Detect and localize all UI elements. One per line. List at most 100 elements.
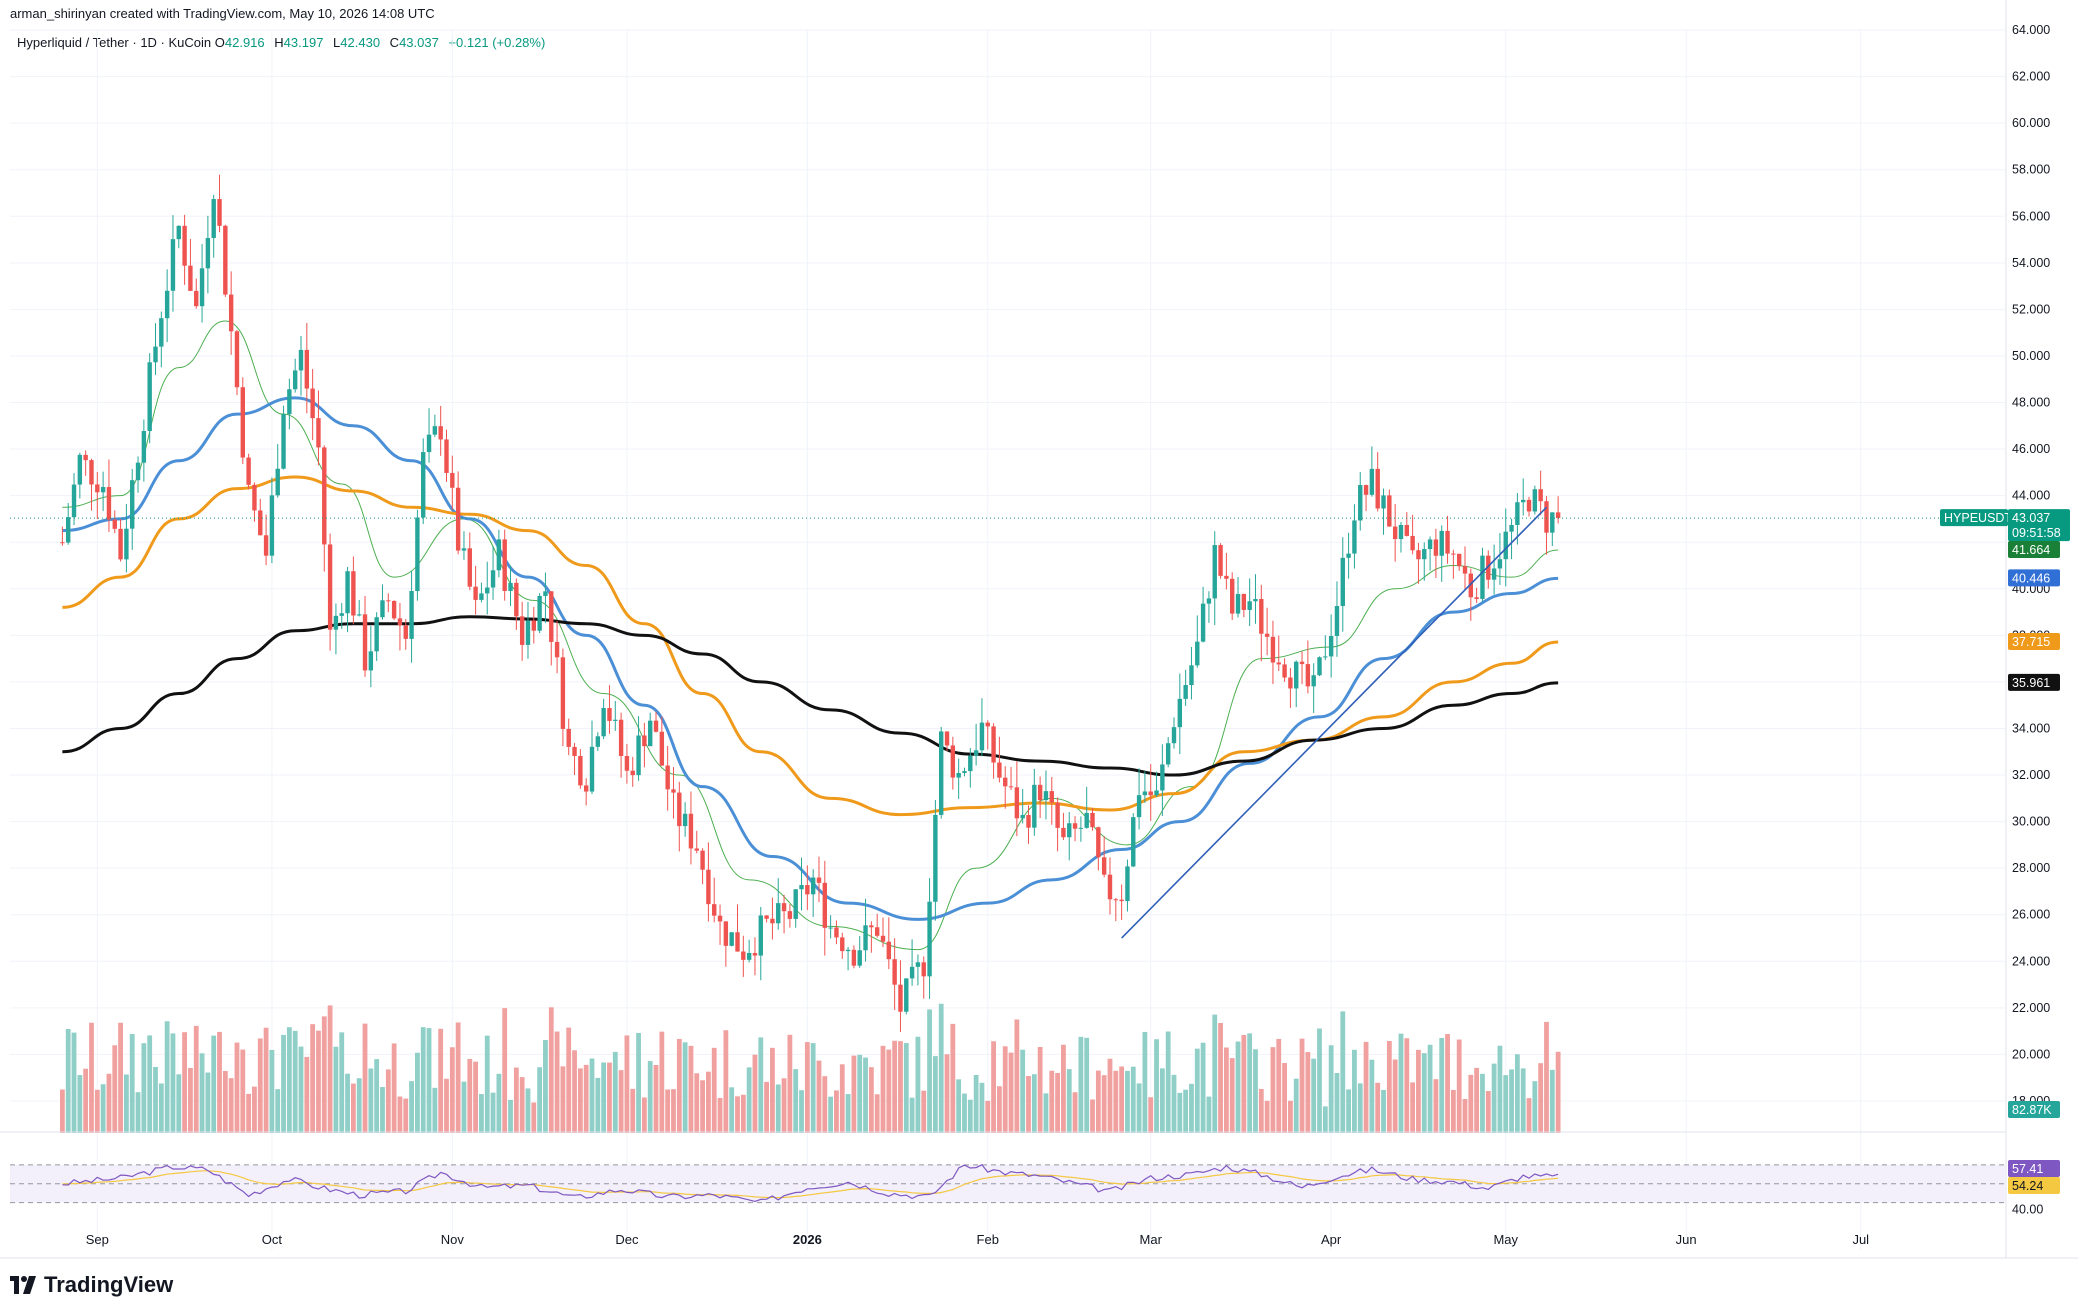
volume-tag-value: 82.87K: [2012, 1103, 2052, 1117]
candle-body: [1538, 489, 1543, 502]
candle-body: [1107, 874, 1113, 900]
candle-body: [613, 719, 618, 721]
candle-body: [845, 949, 851, 952]
candle-body: [1416, 550, 1421, 560]
volume-bar: [1427, 1044, 1433, 1133]
candle-body: [729, 932, 734, 946]
volume-bar: [1526, 1098, 1532, 1133]
volume-bar: [909, 1097, 915, 1133]
volume-bar: [868, 1067, 874, 1133]
volume-bar: [240, 1049, 246, 1133]
volume-bar: [1381, 1089, 1386, 1133]
volume-bar: [1317, 1028, 1322, 1133]
candle-body: [787, 911, 793, 919]
volume-bar: [816, 1060, 822, 1133]
candle-body: [1078, 827, 1084, 829]
rsi-level-label: 40.00: [2012, 1203, 2043, 1217]
candle-body: [1032, 784, 1037, 828]
volume-bar: [740, 1094, 746, 1133]
ohlc-key: O: [214, 35, 225, 50]
price-tick-label: 54.000: [2012, 256, 2050, 270]
candle-body: [1235, 593, 1241, 614]
volume-bar: [1189, 1083, 1194, 1133]
candle-body: [1305, 664, 1311, 687]
volume-bar: [787, 1034, 793, 1133]
candle-body: [1061, 827, 1066, 838]
candle-body: [543, 591, 548, 596]
symbol-legend[interactable]: Hyperliquid / Tether · 1D · KuCoin O42.9…: [17, 35, 551, 50]
volume-bar: [1159, 1068, 1165, 1133]
price-tick-label: 52.000: [2012, 302, 2050, 316]
volume-bar: [228, 1078, 234, 1133]
candle-body: [1142, 791, 1148, 796]
volume-bar: [1049, 1070, 1055, 1133]
candle-body: [653, 720, 659, 732]
candle-body: [450, 472, 455, 488]
volume-bar: [997, 1086, 1002, 1133]
volume-bar: [321, 1016, 327, 1133]
volume-bar: [1305, 1052, 1311, 1133]
volume-bar: [158, 1083, 164, 1133]
candle-body: [147, 362, 152, 432]
volume-bar: [147, 1035, 153, 1133]
rsi-line: [62, 1164, 1559, 1203]
price-tick-label: 28.000: [2012, 861, 2050, 875]
volume-bar: [1177, 1092, 1183, 1133]
volume-bar: [467, 1058, 473, 1133]
candle-body: [973, 750, 979, 756]
candle-body: [1398, 524, 1404, 540]
candle-body: [199, 268, 205, 307]
candle-body: [66, 517, 71, 543]
candle-body: [805, 885, 810, 895]
time-tick-label: Feb: [977, 1232, 999, 1247]
volume-bar: [938, 1003, 944, 1133]
candle-body: [362, 614, 368, 671]
volume-bar: [1148, 1097, 1154, 1133]
tradingview-logo[interactable]: TradingView: [10, 1272, 173, 1298]
candle-body: [1509, 524, 1514, 532]
ohlc-key: L: [333, 35, 341, 50]
volume-bar: [607, 1062, 612, 1133]
tradingview-logo-icon: [10, 1276, 36, 1294]
candle-body: [1422, 549, 1427, 560]
volume-bar: [1410, 1082, 1416, 1133]
candle-body: [1200, 603, 1206, 642]
volume-bar: [420, 1027, 426, 1133]
ohlc-value: 43.197: [283, 35, 324, 50]
volume-bar: [1555, 1051, 1561, 1133]
candle-body: [1427, 539, 1433, 550]
candle-body: [485, 587, 490, 594]
volume-bar: [1474, 1067, 1480, 1133]
volume-bar: [1404, 1038, 1410, 1133]
volume-bar: [94, 1089, 100, 1133]
volume-bar: [1276, 1038, 1282, 1133]
volume-bar: [118, 1022, 123, 1133]
volume-bar: [188, 1068, 193, 1133]
volume-bar: [124, 1074, 129, 1133]
candle-body: [1183, 685, 1188, 699]
candle-body: [851, 949, 857, 966]
candle-body: [898, 984, 903, 1012]
candle-body: [874, 927, 880, 936]
candle-body: [228, 294, 234, 332]
ohlc-value: 43.037: [399, 35, 439, 50]
candle-body: [799, 885, 804, 890]
volume-bar: [1026, 1075, 1031, 1133]
candle-body: [234, 331, 240, 388]
volume-bar: [432, 1087, 438, 1133]
volume-bar: [1270, 1047, 1276, 1133]
candle-body: [374, 617, 379, 652]
volume-bar: [350, 1083, 356, 1133]
volume-bar: [71, 1032, 77, 1133]
volume-bar: [508, 1099, 513, 1133]
candle-body: [95, 484, 100, 493]
ohlc-value: 42.916: [224, 35, 265, 50]
candle-body: [1340, 557, 1345, 607]
candle-body: [956, 773, 961, 778]
candle-body: [118, 528, 123, 560]
volume-bar: [537, 1067, 543, 1133]
volume-bar: [1375, 1082, 1381, 1133]
volume-bar: [211, 1035, 217, 1133]
candle-body: [554, 641, 560, 658]
